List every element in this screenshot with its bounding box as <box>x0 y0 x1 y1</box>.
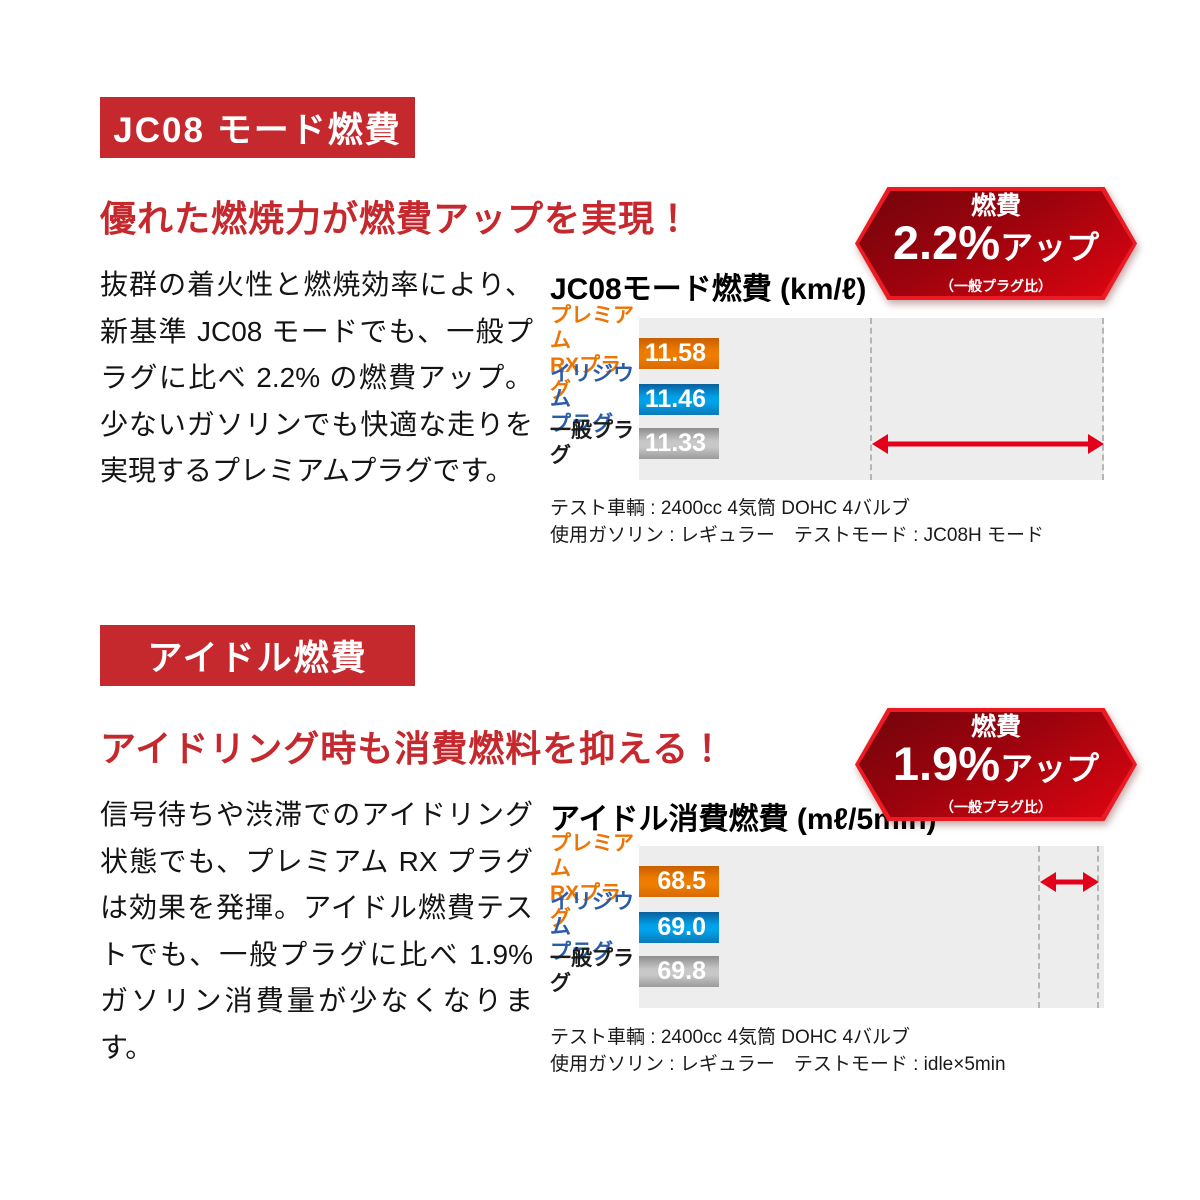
bar-row: 69.0 <box>639 912 719 943</box>
fuel-up-badge: 燃費 2.2%アップ （一般プラグ比） <box>855 187 1137 300</box>
section-headline: アイドリング時も消費燃料を抑える！ <box>100 728 727 769</box>
section-body-text: 信号待ちや渋滞でのアイドリング状態でも、プレミアム RX プラグは効果を発揮。ア… <box>100 799 533 1063</box>
bar-row: 11.33 <box>639 428 719 459</box>
bar-premium-rx: 68.5 <box>639 866 719 897</box>
category-label-standard: 一般プラグ <box>550 947 634 995</box>
bar-standard: 69.8 <box>639 956 719 987</box>
chart-title: JC08モード燃費 (km/ℓ) <box>550 273 867 306</box>
bar-iridium: 69.0 <box>639 912 719 943</box>
dashed-gridline <box>1097 846 1100 1008</box>
idle-bar-chart: プレミアム RXプラグ イリジウム プラグ 一般プラグ 68.5 69.0 69… <box>548 832 1104 1008</box>
badge-label: 燃費 <box>970 192 1021 220</box>
bar-premium-rx: 11.58 <box>639 338 719 369</box>
badge-note: （一般プラグ比） <box>940 799 1052 815</box>
section-tag-idle: アイドル燃費 <box>100 625 415 686</box>
badge-hexagon-fill <box>859 712 1133 817</box>
section-tag-jc08: JC08 モード燃費 <box>100 97 415 158</box>
badge-suffix: アップ <box>1000 229 1100 266</box>
bar-value: 11.33 <box>644 429 706 457</box>
category-label-premium-rx: プレミアム RXプラグ <box>550 304 634 402</box>
improvement-range-arrow <box>1040 872 1100 892</box>
section-tag-label: JC08 モード燃費 <box>113 111 402 150</box>
plot-area: 11.58 11.46 11.33 <box>639 318 1104 480</box>
jc08-bar-chart: プレミアム RXプラグ イリジウム プラグ 一般プラグ 11.58 11.46 … <box>548 304 1104 480</box>
bar-standard: 11.33 <box>639 428 719 459</box>
dashed-gridline <box>869 318 872 480</box>
category-label-premium-rx: プレミアム RXプラグ <box>550 832 634 930</box>
bar-value: 11.46 <box>644 385 706 413</box>
section-headline: 優れた燃焼力が燃費アップを実現！ <box>100 198 693 239</box>
dashed-gridline <box>1037 846 1040 1008</box>
category-label-standard: 一般プラグ <box>550 419 634 467</box>
section-body-text: 抜群の着火性と燃焼効率により、新基準 JC08 モードでも、一般プラグに比べ 2… <box>100 269 533 486</box>
improvement-range-arrow <box>872 434 1105 454</box>
badge-hexagon-fill <box>859 191 1133 296</box>
bar-row: 69.8 <box>639 956 719 987</box>
bar-iridium: 11.46 <box>639 384 719 415</box>
badge-note: （一般プラグ比） <box>940 278 1052 294</box>
section-tag-label: アイドル燃費 <box>147 639 368 678</box>
bar-value: 11.58 <box>644 339 706 367</box>
bar-row: 68.5 <box>639 866 719 897</box>
plot-area: 68.5 69.0 69.8 <box>639 846 1104 1008</box>
badge-value: 1.9% <box>892 737 1001 790</box>
badge-suffix: アップ <box>1000 750 1100 787</box>
test-notes: テスト車輌 : 2400cc 4気筒 DOHC 4バルブ 使用ガソリン : レギ… <box>550 1024 1006 1078</box>
bar-row: 11.46 <box>639 384 719 415</box>
note-line: 使用ガソリン : レギュラー テストモード : idle×5min <box>550 1054 1006 1075</box>
note-line: テスト車輌 : 2400cc 4気筒 DOHC 4バルブ <box>550 498 911 519</box>
category-label-iridium: イリジウム プラグ <box>550 890 634 964</box>
badge-label: 燃費 <box>970 713 1021 741</box>
dashed-gridline <box>1102 318 1104 480</box>
badge-value: 2.2% <box>892 216 1001 269</box>
note-line: テスト車輌 : 2400cc 4気筒 DOHC 4バルブ <box>550 1027 911 1048</box>
bar-value: 69.0 <box>657 913 706 941</box>
bar-value: 68.5 <box>657 867 706 895</box>
fuel-up-badge: 燃費 1.9%アップ （一般プラグ比） <box>855 708 1137 821</box>
bar-value: 69.8 <box>657 957 706 985</box>
category-label-iridium: イリジウム プラグ <box>550 362 634 436</box>
test-notes: テスト車輌 : 2400cc 4気筒 DOHC 4バルブ 使用ガソリン : レギ… <box>550 495 1044 549</box>
bar-row: 11.58 <box>639 338 719 369</box>
chart-title: アイドル消費燃費 (mℓ/5min) <box>550 803 937 836</box>
note-line: 使用ガソリン : レギュラー テストモード : JC08H モード <box>550 525 1045 546</box>
